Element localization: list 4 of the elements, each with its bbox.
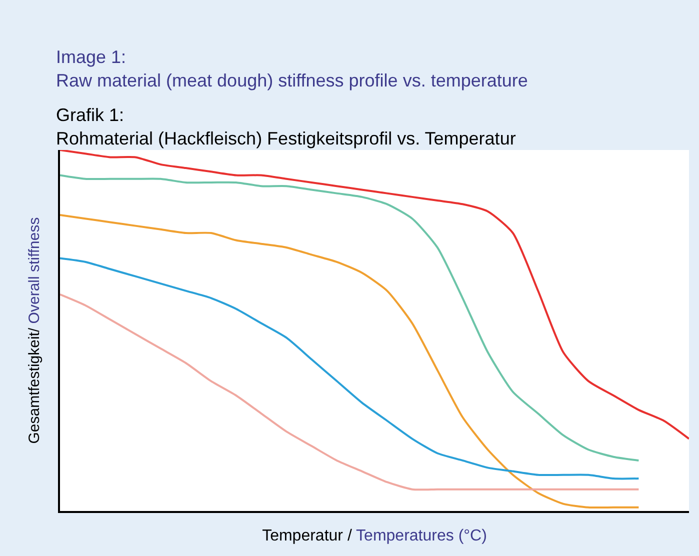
chart-subtitle: Grafik 1: Rohmaterial (Hackfleisch) Festigkeitsprofil vs. Temperatur [56,105,516,148]
x-axis-title: Temperatur / Temperatures (°C) [262,527,487,544]
chart-title: Image 1: Raw material (meat dough) stiffness profile vs. temperature [56,47,528,90]
y-axis-title: Gesamtfestigkeit/ Overall stiffness [26,217,43,444]
